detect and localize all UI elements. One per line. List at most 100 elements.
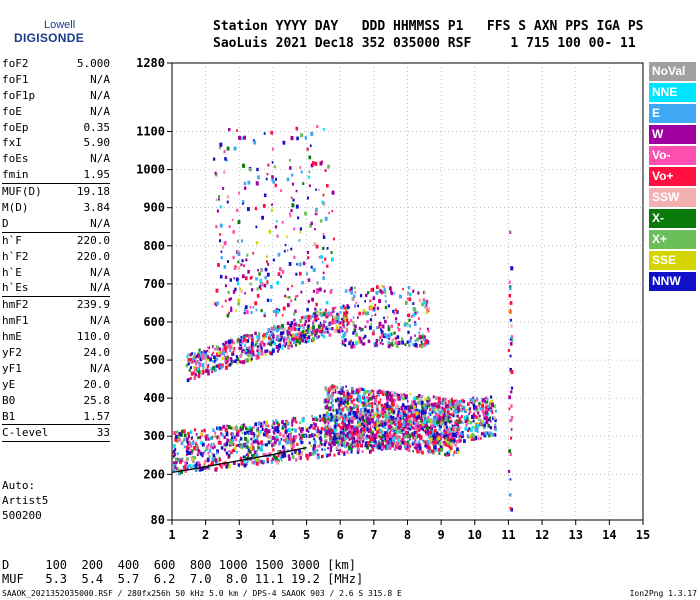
- echo-point: [191, 352, 194, 355]
- echo-point: [408, 434, 412, 439]
- echo-point: [312, 325, 315, 330]
- echo-point: [297, 216, 300, 220]
- echo-point: [320, 417, 323, 422]
- echo-point: [348, 341, 351, 346]
- echo-point: [448, 432, 451, 436]
- echo-point: [406, 441, 409, 445]
- echo-point: [431, 410, 434, 414]
- echo-point: [203, 463, 206, 467]
- echo-point: [288, 457, 291, 461]
- echo-point: [334, 319, 338, 324]
- echo-point: [207, 466, 211, 470]
- echo-point: [377, 392, 381, 397]
- echo-point: [402, 406, 405, 410]
- echo-point: [317, 324, 321, 329]
- echo-point: [461, 398, 464, 402]
- x-tick-label: 5: [303, 528, 310, 542]
- echo-point: [382, 342, 384, 346]
- echo-point: [244, 358, 248, 362]
- echo-point: [447, 411, 450, 415]
- echo-point: [413, 405, 416, 409]
- echo-point: [397, 393, 400, 398]
- echo-point: [190, 449, 194, 453]
- echo-point: [428, 450, 431, 453]
- echo-point: [508, 293, 512, 298]
- echo-point: [335, 411, 339, 415]
- echo-point: [450, 407, 453, 410]
- echo-point: [193, 376, 196, 380]
- echo-point: [399, 425, 402, 429]
- echo-point: [465, 417, 469, 422]
- echo-point: [276, 349, 279, 353]
- echo-point: [227, 425, 231, 430]
- echo-point: [387, 341, 390, 344]
- echo-point: [263, 193, 267, 198]
- echo-point: [416, 395, 419, 399]
- echo-point: [475, 415, 478, 420]
- echo-point: [207, 350, 210, 354]
- echo-point: [410, 405, 413, 409]
- echo-point: [336, 428, 339, 432]
- echo-point: [412, 413, 415, 417]
- echo-point: [219, 274, 223, 279]
- echo-point: [252, 305, 255, 309]
- echo-point: [353, 286, 356, 290]
- echo-point: [267, 429, 271, 434]
- echo-point: [284, 243, 287, 247]
- echo-point: [289, 334, 292, 337]
- echo-point: [455, 399, 459, 403]
- echo-point: [390, 390, 393, 395]
- echo-point: [445, 418, 448, 422]
- echo-point: [438, 452, 441, 455]
- param-name: M(D): [2, 201, 29, 215]
- echo-point: [350, 286, 353, 291]
- echo-point: [426, 327, 429, 331]
- param-name: fxI: [2, 136, 22, 150]
- echo-point: [371, 314, 373, 317]
- echo-point: [291, 203, 295, 208]
- echo-point: [358, 441, 361, 444]
- echo-point: [177, 435, 180, 440]
- echo-point: [201, 454, 204, 458]
- echo-point: [321, 200, 324, 204]
- echo-point: [190, 464, 193, 468]
- echo-point: [392, 439, 396, 443]
- echo-point: [256, 449, 258, 453]
- echo-point: [243, 308, 246, 311]
- echo-point: [357, 340, 360, 344]
- echo-point: [449, 402, 452, 407]
- echo-point: [422, 440, 425, 444]
- echo-point: [230, 306, 233, 309]
- echo-point: [315, 188, 318, 191]
- echo-point: [246, 461, 248, 465]
- echo-point: [300, 451, 304, 456]
- param-row: B1 1.57: [2, 409, 110, 426]
- echo-point: [306, 272, 309, 276]
- echo-point: [362, 312, 365, 315]
- echo-point: [263, 342, 266, 346]
- echo-point: [327, 429, 330, 434]
- echo-point: [271, 457, 275, 461]
- echo-point: [218, 347, 222, 351]
- echo-point: [372, 296, 376, 301]
- echo-point: [328, 327, 331, 331]
- echo-point: [487, 424, 491, 428]
- echo-point: [362, 406, 365, 409]
- echo-point: [451, 437, 454, 441]
- echo-point: [436, 431, 439, 436]
- echo-point: [293, 255, 296, 259]
- echo-point: [452, 439, 456, 443]
- echo-point: [390, 324, 393, 329]
- echo-point: [414, 436, 417, 440]
- param-row: h`F2 220.0: [2, 249, 110, 265]
- echo-point: [400, 337, 404, 341]
- echo-point: [351, 387, 353, 391]
- echo-point: [340, 442, 344, 447]
- echo-point: [235, 444, 238, 448]
- echo-point: [339, 439, 342, 443]
- echo-point: [457, 407, 460, 410]
- echo-point: [204, 466, 207, 470]
- echo-point: [478, 405, 481, 408]
- echo-point: [186, 449, 189, 453]
- echo-point: [328, 321, 331, 325]
